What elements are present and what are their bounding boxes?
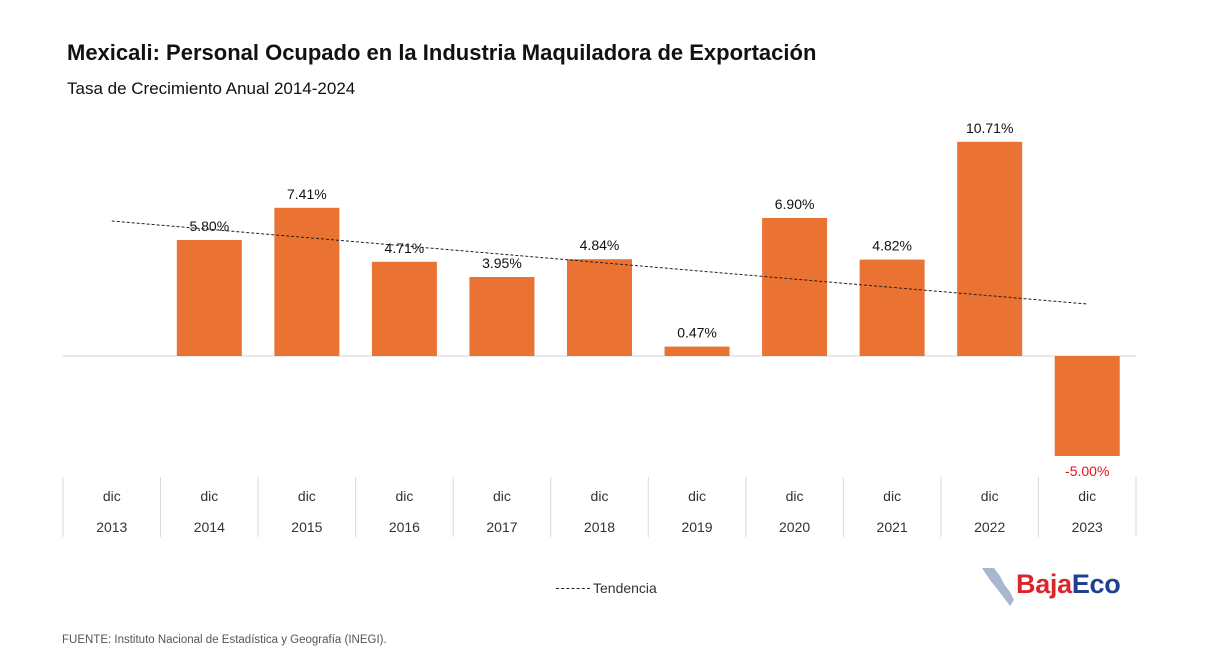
x-tick-year: 2023 xyxy=(1072,519,1103,535)
bar-2016 xyxy=(371,261,437,356)
logo-text: BajaEco xyxy=(1016,569,1121,600)
x-tick-month: dic xyxy=(493,488,511,504)
bar-2023 xyxy=(1054,356,1120,456)
x-tick-year: 2021 xyxy=(877,519,908,535)
data-label-2019: 0.47% xyxy=(677,325,717,341)
bajaeco-logo xyxy=(982,568,1014,606)
baja-peninsula-icon xyxy=(982,568,1014,606)
x-tick-year: 2020 xyxy=(779,519,810,535)
x-tick-month: dic xyxy=(103,488,121,504)
x-tick-month: dic xyxy=(883,488,901,504)
data-label-2015: 7.41% xyxy=(287,186,327,202)
data-label-2022: 10.71% xyxy=(966,120,1013,136)
x-tick-month: dic xyxy=(981,488,999,504)
x-tick-month: dic xyxy=(786,488,804,504)
bar-2021 xyxy=(859,259,925,356)
x-tick-month: dic xyxy=(688,488,706,504)
trendline xyxy=(111,220,1088,305)
bar-2014 xyxy=(176,240,242,356)
data-label-2020: 6.90% xyxy=(775,196,815,212)
legend-trend-swatch xyxy=(556,587,590,589)
bar-2017 xyxy=(469,277,535,356)
x-tick-year: 2019 xyxy=(681,519,712,535)
source-note: FUENTE: Instituto Nacional de Estadístic… xyxy=(62,634,387,646)
chart-subtitle: Tasa de Crecimiento Anual 2014-2024 xyxy=(67,79,356,98)
x-tick-year: 2018 xyxy=(584,519,615,535)
x-tick-month: dic xyxy=(591,488,609,504)
legend-trend-label: Tendencia xyxy=(593,580,657,596)
x-tick-year: 2014 xyxy=(194,519,225,535)
bar-2022 xyxy=(957,141,1023,356)
x-tick-year: 2017 xyxy=(486,519,517,535)
bar-2018 xyxy=(567,259,632,356)
legend: Tendencia xyxy=(556,580,657,596)
x-tick-month: dic xyxy=(1078,488,1096,504)
logo-text-baja: Baja xyxy=(1016,569,1072,599)
logo-text-eco: Eco xyxy=(1071,569,1121,599)
chart-title: Mexicali: Personal Ocupado en la Industr… xyxy=(67,40,817,65)
data-label-2016: 4.71% xyxy=(385,240,425,256)
data-label-2018: 4.84% xyxy=(580,237,620,253)
x-tick-year: 2015 xyxy=(291,519,322,535)
x-tick-month: dic xyxy=(200,488,218,504)
x-tick-year: 2022 xyxy=(974,519,1005,535)
bar-2019 xyxy=(664,346,730,356)
bar-2020 xyxy=(762,218,828,356)
x-tick-month: dic xyxy=(395,488,413,504)
data-label-2014: 5.80% xyxy=(189,218,229,234)
data-label-2017: 3.95% xyxy=(482,255,522,271)
x-tick-month: dic xyxy=(298,488,316,504)
x-tick-year: 2013 xyxy=(96,519,127,535)
x-tick-year: 2016 xyxy=(389,519,420,535)
data-label-2021: 4.82% xyxy=(872,238,912,254)
bar-2015 xyxy=(274,207,340,356)
data-label-2023: -5.00% xyxy=(1065,463,1109,479)
